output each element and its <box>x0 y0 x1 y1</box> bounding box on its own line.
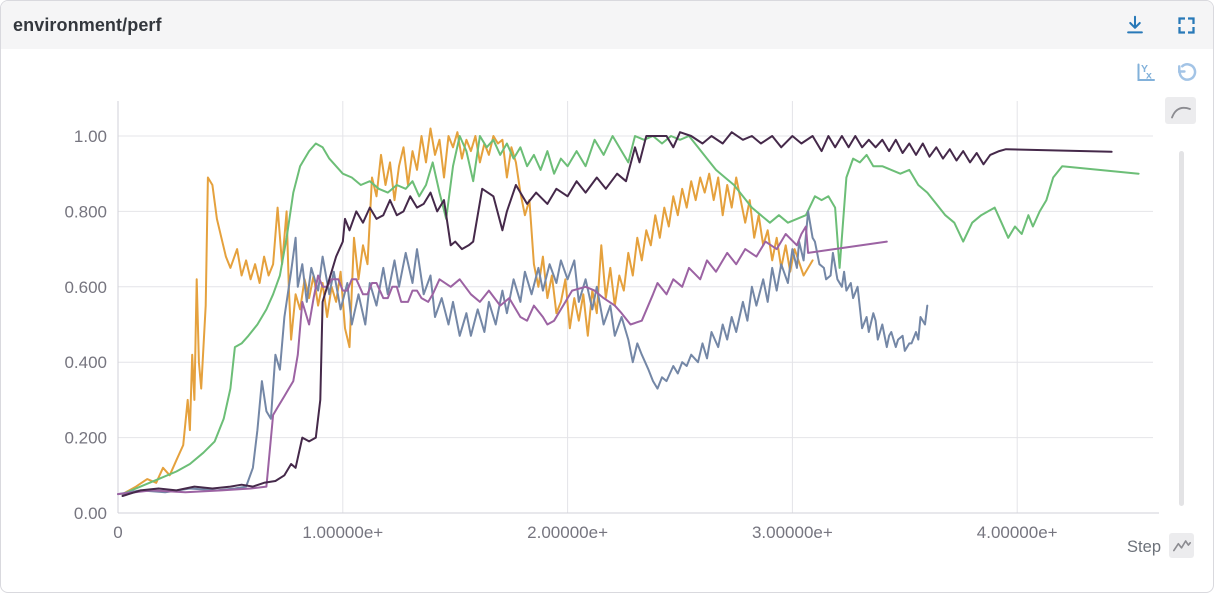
series-line-gold <box>121 127 814 496</box>
header-actions <box>1124 14 1197 36</box>
download-button[interactable] <box>1124 14 1146 36</box>
y-tick-label: 0.400 <box>64 353 107 372</box>
series-line-steel-blue <box>117 210 929 496</box>
series-line-green <box>121 135 1140 496</box>
x-tick-label: 2.00000e+ <box>527 523 608 542</box>
smoothing-curve-button[interactable] <box>1165 97 1196 124</box>
chart-tools: Y x <box>1133 61 1197 85</box>
x-tick-label: 3.00000e+ <box>752 523 833 542</box>
x-tick-label: 4.00000e+ <box>977 523 1058 542</box>
smoothing-slider[interactable] <box>1168 151 1195 520</box>
svg-text:Y: Y <box>1141 63 1148 75</box>
reset-zoom-icon <box>1178 62 1197 81</box>
y-tick-label: 0.600 <box>64 278 107 297</box>
line-plot-style-button[interactable] <box>1169 533 1194 558</box>
download-icon <box>1127 15 1143 34</box>
x-axis-title: Step <box>1127 538 1161 556</box>
svg-text:x: x <box>1146 70 1152 82</box>
x-tick-label: 1.00000e+ <box>302 523 383 542</box>
log-axes-icon: Y x <box>1137 63 1155 82</box>
line-plot-style-icon <box>1172 539 1191 551</box>
x-tick-label: 0 <box>113 523 122 542</box>
panel-header: environment/perf <box>1 1 1213 49</box>
log-axes-button[interactable]: Y x <box>1133 61 1158 85</box>
y-tick-label: 1.00 <box>74 127 107 146</box>
series-line-dark-plum <box>121 131 1113 497</box>
y-tick-label: 0.00 <box>74 504 107 523</box>
fullscreen-icon <box>1178 16 1195 34</box>
panel-title: environment/perf <box>13 14 162 35</box>
y-tick-label: 0.800 <box>64 202 107 221</box>
reset-zoom-button[interactable] <box>1174 62 1197 85</box>
fullscreen-button[interactable] <box>1176 15 1197 36</box>
series-line-purple <box>117 225 888 496</box>
y-tick-label: 0.200 <box>64 429 107 448</box>
slider-track[interactable] <box>1179 151 1184 506</box>
smoothing-curve-icon <box>1170 106 1191 118</box>
